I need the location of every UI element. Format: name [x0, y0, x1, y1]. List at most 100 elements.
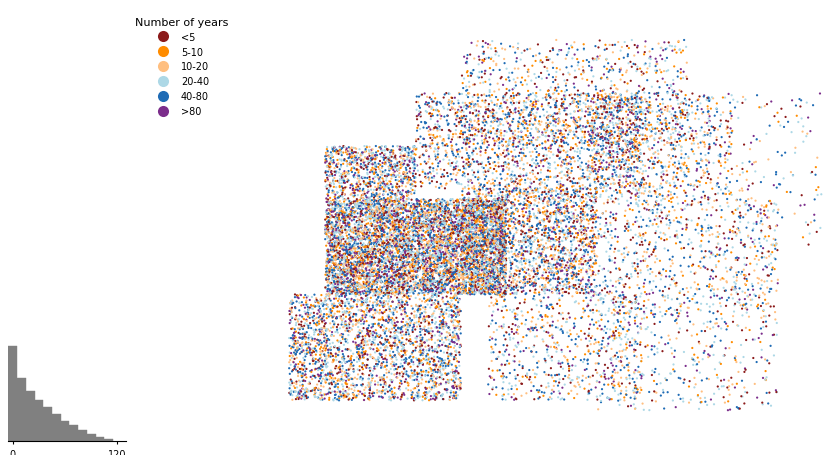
Point: [541, 55, 554, 62]
Point: [418, 283, 432, 290]
Point: [568, 283, 581, 290]
Point: [360, 272, 374, 279]
Point: [349, 291, 363, 298]
Point: [770, 222, 784, 230]
Point: [395, 204, 408, 212]
Point: [625, 37, 638, 45]
Point: [702, 146, 716, 153]
Point: [396, 235, 409, 242]
Point: [411, 199, 424, 207]
Point: [457, 279, 470, 286]
Point: [326, 269, 339, 277]
Point: [523, 288, 537, 295]
Point: [517, 241, 531, 248]
Point: [298, 378, 312, 385]
Point: [527, 189, 540, 197]
Point: [626, 149, 639, 156]
Point: [453, 108, 466, 116]
Point: [410, 230, 423, 238]
Point: [631, 270, 644, 278]
Point: [736, 160, 749, 167]
Point: [347, 229, 360, 237]
Point: [742, 234, 755, 241]
Point: [345, 283, 359, 290]
Point: [338, 218, 351, 225]
Point: [358, 201, 371, 208]
Point: [324, 247, 338, 254]
Point: [550, 185, 564, 192]
Point: [369, 268, 382, 275]
Point: [755, 346, 769, 354]
Point: [388, 285, 402, 292]
Point: [297, 334, 310, 342]
Point: [302, 394, 315, 401]
Point: [377, 372, 391, 379]
Point: [538, 223, 551, 230]
Point: [331, 256, 344, 263]
Point: [363, 308, 376, 316]
Point: [335, 359, 349, 367]
Point: [407, 144, 421, 151]
Point: [362, 213, 375, 220]
Point: [507, 187, 520, 195]
Point: [391, 248, 404, 255]
Point: [439, 320, 453, 328]
Point: [591, 168, 605, 176]
Point: [367, 226, 381, 233]
Point: [717, 95, 730, 102]
Point: [704, 130, 717, 137]
Point: [571, 99, 585, 106]
Point: [633, 224, 646, 231]
Point: [559, 172, 573, 180]
Point: [340, 217, 354, 224]
Point: [329, 284, 343, 292]
Point: [722, 91, 735, 98]
Point: [730, 274, 743, 281]
Point: [323, 202, 336, 209]
Point: [731, 291, 744, 298]
Point: [556, 329, 570, 337]
Point: [402, 286, 416, 293]
Point: [635, 72, 648, 80]
Point: [558, 213, 571, 220]
Point: [365, 253, 378, 260]
Point: [553, 266, 566, 273]
Point: [382, 298, 396, 305]
Point: [440, 235, 454, 242]
Point: [737, 302, 750, 309]
Point: [361, 328, 375, 335]
Point: [533, 254, 546, 262]
Point: [427, 264, 440, 271]
Point: [375, 148, 389, 155]
Point: [344, 241, 357, 248]
Point: [328, 262, 341, 269]
Point: [287, 349, 301, 356]
Point: [612, 196, 625, 203]
Point: [366, 161, 380, 168]
Point: [420, 125, 433, 132]
Point: [604, 213, 617, 221]
Point: [492, 135, 506, 142]
Point: [596, 338, 609, 345]
Point: [585, 67, 598, 75]
Point: [474, 252, 487, 259]
Point: [431, 201, 444, 208]
Point: [405, 263, 418, 270]
Point: [444, 220, 458, 227]
Point: [384, 360, 397, 368]
Point: [406, 256, 419, 263]
Point: [557, 227, 570, 234]
Point: [485, 266, 498, 273]
Point: [476, 204, 490, 212]
Point: [490, 240, 503, 248]
Point: [465, 248, 478, 255]
Point: [468, 92, 481, 99]
Point: [465, 224, 478, 232]
Point: [530, 215, 543, 222]
Point: [349, 317, 363, 324]
Point: [582, 217, 596, 225]
Point: [445, 239, 459, 247]
Point: [437, 269, 450, 277]
Point: [512, 358, 526, 365]
Point: [531, 126, 544, 134]
